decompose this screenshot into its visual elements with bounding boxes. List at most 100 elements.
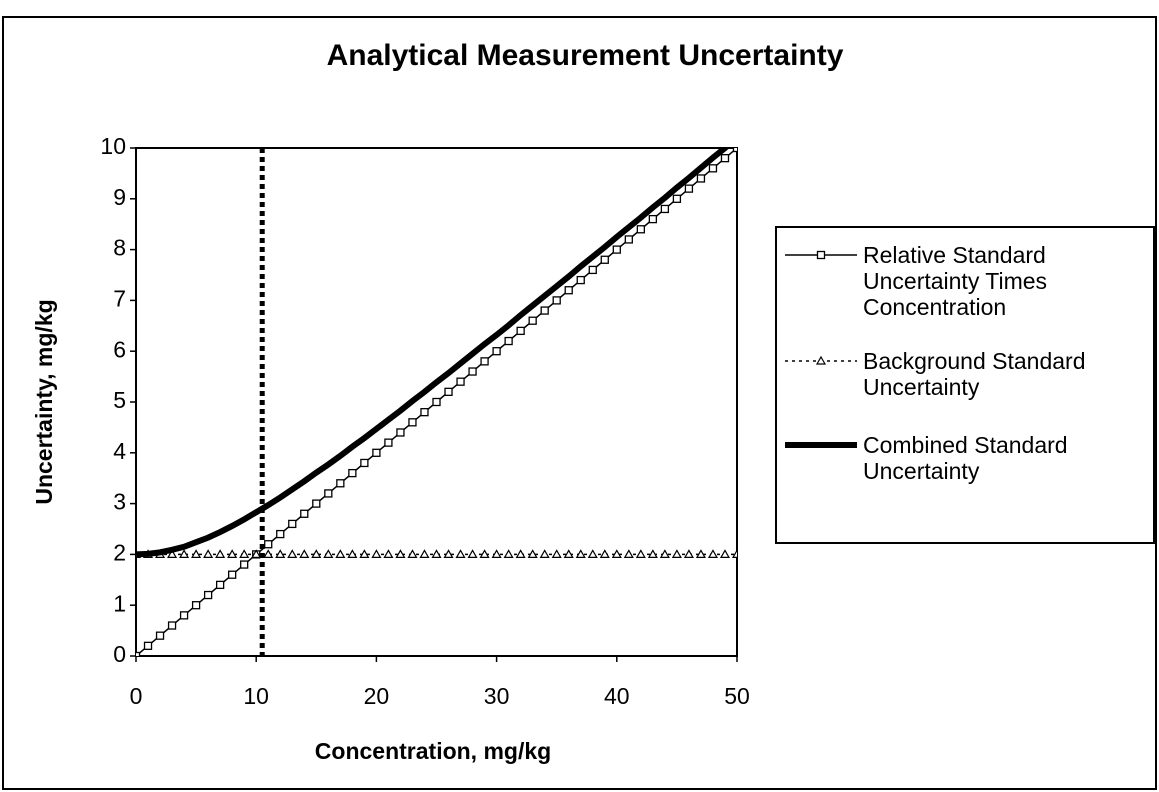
series-marker — [635, 549, 646, 558]
series-marker — [167, 549, 178, 558]
series-marker — [407, 549, 418, 558]
series-marker — [264, 540, 273, 549]
series-marker — [287, 549, 298, 558]
series-marker — [347, 549, 358, 558]
series-marker — [311, 549, 322, 558]
series-marker — [624, 235, 633, 244]
series-marker — [191, 549, 202, 558]
series-marker — [504, 336, 513, 346]
legend-swatch — [785, 442, 857, 448]
series-marker — [360, 458, 369, 468]
series-marker — [136, 651, 141, 656]
y-tick-label: 10 — [100, 133, 126, 159]
series-marker — [539, 549, 550, 558]
series-marker — [563, 549, 574, 558]
series-marker — [455, 549, 466, 558]
series-marker — [503, 549, 514, 558]
series-marker — [228, 570, 237, 579]
series-marker — [527, 549, 538, 558]
series-marker — [551, 549, 562, 558]
series-marker — [444, 387, 453, 396]
series-marker — [695, 549, 706, 558]
series-marker — [612, 245, 621, 254]
series-marker — [215, 549, 226, 558]
series-marker — [611, 549, 622, 558]
x-tick-label: 10 — [243, 683, 269, 709]
series-marker — [288, 519, 297, 529]
series-marker — [167, 621, 177, 630]
series-marker — [468, 367, 477, 376]
series-marker — [431, 549, 442, 558]
y-tick-label: 5 — [113, 387, 126, 413]
series-marker — [420, 408, 429, 417]
x-tick-label: 40 — [604, 683, 630, 709]
legend-label: Relative Standard Uncertainty Times Conc… — [863, 242, 1048, 320]
series-marker — [719, 549, 731, 558]
series-marker — [240, 560, 249, 569]
series-marker — [575, 549, 586, 558]
series-marker — [348, 468, 357, 478]
legend: Relative Standard Uncertainty Times Conc… — [775, 226, 1155, 544]
series-marker — [479, 549, 490, 558]
y-tick-label: 1 — [113, 590, 126, 616]
x-tick-label: 20 — [364, 683, 390, 709]
series-marker — [263, 549, 274, 558]
legend-swatch — [785, 250, 857, 260]
series-marker — [203, 549, 214, 558]
y-tick-label: 9 — [113, 184, 126, 210]
series-marker — [384, 438, 393, 447]
series-marker — [215, 580, 225, 590]
series-marker — [659, 549, 670, 558]
series-line — [136, 148, 730, 558]
series-marker — [143, 641, 153, 650]
series-marker — [408, 418, 417, 427]
series-marker — [227, 549, 238, 558]
series-marker — [336, 479, 345, 488]
series-marker — [600, 255, 609, 264]
legend-label: Background Standard Uncertainty — [863, 348, 1086, 400]
series-marker — [564, 286, 573, 295]
series-marker — [731, 549, 737, 558]
legend-swatch — [785, 355, 857, 365]
series-marker — [324, 489, 333, 498]
series-marker — [155, 631, 165, 640]
series-marker — [588, 265, 597, 275]
x-tick-label: 0 — [130, 683, 143, 709]
series-marker — [275, 549, 286, 558]
series-marker — [684, 184, 694, 193]
series-marker — [276, 529, 285, 539]
series-marker — [480, 357, 489, 366]
series-marker — [492, 347, 501, 356]
series-marker — [179, 549, 190, 558]
series-marker — [419, 549, 430, 558]
series-marker — [540, 306, 549, 315]
legend-label: Combined Standard Uncertainty — [863, 432, 1068, 484]
series-marker — [720, 154, 730, 163]
series-marker — [647, 549, 658, 558]
y-tick-label: 2 — [113, 539, 126, 565]
series-marker — [636, 225, 645, 234]
x-tick-label: 50 — [724, 683, 750, 709]
series-marker — [491, 549, 502, 558]
series-marker — [203, 590, 213, 600]
series-marker — [648, 214, 658, 224]
y-tick-label: 6 — [113, 336, 126, 362]
series-marker — [516, 326, 525, 336]
series-marker — [191, 601, 201, 610]
legend-marker — [815, 355, 827, 365]
series-marker — [696, 174, 706, 183]
y-tick-label: 7 — [113, 285, 126, 311]
series-marker — [672, 194, 682, 203]
series-marker — [623, 549, 634, 558]
plot-series — [136, 148, 737, 656]
y-tick-label: 8 — [113, 235, 126, 261]
series-marker — [708, 164, 718, 173]
series-marker — [515, 549, 526, 558]
series-marker — [432, 397, 441, 407]
series-marker — [372, 448, 381, 457]
y-tick-label: 0 — [113, 641, 126, 667]
series-marker — [660, 204, 670, 214]
x-tick-label: 30 — [484, 683, 510, 709]
series-marker — [528, 316, 537, 325]
